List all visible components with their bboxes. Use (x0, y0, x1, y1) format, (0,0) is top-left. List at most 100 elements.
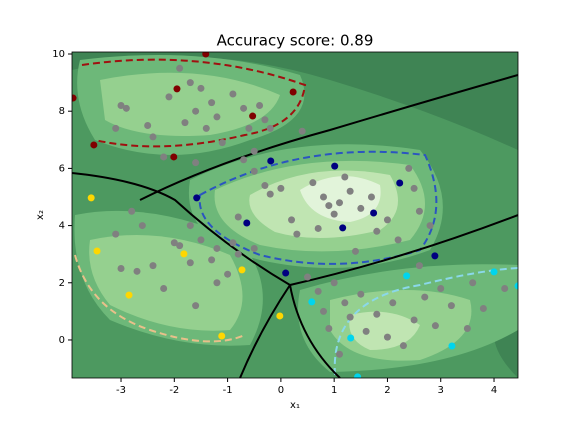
point (193, 194, 201, 202)
point (266, 124, 274, 132)
point (197, 84, 205, 92)
point (218, 332, 226, 340)
point (208, 256, 216, 264)
point (234, 213, 242, 221)
point (240, 104, 248, 112)
contour-fill (72, 52, 518, 378)
point (256, 101, 264, 109)
point (330, 210, 338, 218)
point (112, 124, 120, 132)
point (346, 313, 354, 321)
point (514, 282, 518, 290)
point (357, 290, 365, 298)
point (373, 227, 381, 235)
point (277, 184, 285, 192)
y-axis-label: x₂ (35, 210, 46, 220)
point (389, 299, 397, 307)
point (250, 147, 258, 155)
point (373, 310, 381, 318)
point (144, 121, 152, 129)
point (133, 267, 141, 275)
point (276, 312, 284, 320)
point (431, 252, 439, 260)
y-tick-label: 4 (59, 221, 65, 232)
point (202, 124, 210, 132)
point (289, 88, 297, 96)
point (341, 299, 349, 307)
point (469, 279, 477, 287)
x-tick-label: 3 (438, 385, 444, 396)
point (112, 230, 120, 238)
point (463, 325, 471, 333)
point (170, 153, 178, 161)
point (90, 141, 98, 149)
point (341, 173, 349, 181)
point (192, 302, 200, 310)
point (266, 190, 274, 198)
point (229, 90, 237, 98)
y-tick-label: 10 (52, 49, 65, 60)
point (229, 239, 237, 247)
point (415, 262, 423, 270)
point (213, 244, 221, 252)
point (447, 302, 455, 310)
point (346, 187, 354, 195)
point (234, 250, 242, 258)
point (330, 279, 338, 287)
point (261, 182, 269, 190)
point (347, 334, 355, 342)
x-tick-label: -3 (116, 385, 126, 396)
point (186, 79, 194, 87)
plot-frame (71, 51, 519, 379)
point (437, 284, 445, 292)
point (243, 219, 251, 227)
point (224, 270, 232, 278)
point (282, 269, 290, 277)
point (72, 94, 77, 102)
point (320, 307, 328, 315)
point (370, 209, 378, 217)
point (170, 239, 178, 247)
point (304, 273, 312, 281)
point (128, 207, 136, 215)
x-tick-label: 2 (384, 385, 390, 396)
point (308, 298, 316, 306)
point (431, 322, 439, 330)
point (213, 279, 221, 287)
point (125, 291, 133, 299)
point (240, 156, 248, 164)
point (421, 293, 429, 301)
point (202, 52, 210, 58)
point (173, 85, 181, 93)
point (186, 259, 194, 267)
chart-title: Accuracy score: 0.89 (217, 32, 374, 50)
point (149, 262, 157, 270)
point (298, 127, 306, 135)
point (309, 179, 317, 187)
point (197, 236, 205, 244)
point (176, 64, 184, 72)
point (410, 316, 418, 324)
point (250, 244, 258, 252)
point (165, 93, 173, 101)
point (501, 284, 509, 292)
point (180, 250, 188, 258)
point (325, 325, 333, 333)
point (293, 230, 301, 238)
y-tick-label: 6 (59, 163, 65, 174)
point (399, 342, 407, 350)
point (448, 342, 456, 350)
point (87, 194, 95, 202)
point (192, 159, 200, 167)
point (320, 193, 328, 201)
point (238, 266, 246, 274)
point (415, 207, 423, 215)
points (72, 52, 518, 378)
point (245, 124, 253, 132)
point (176, 242, 184, 250)
point (383, 333, 391, 341)
point (354, 373, 362, 378)
point (261, 116, 269, 124)
point (383, 216, 391, 224)
